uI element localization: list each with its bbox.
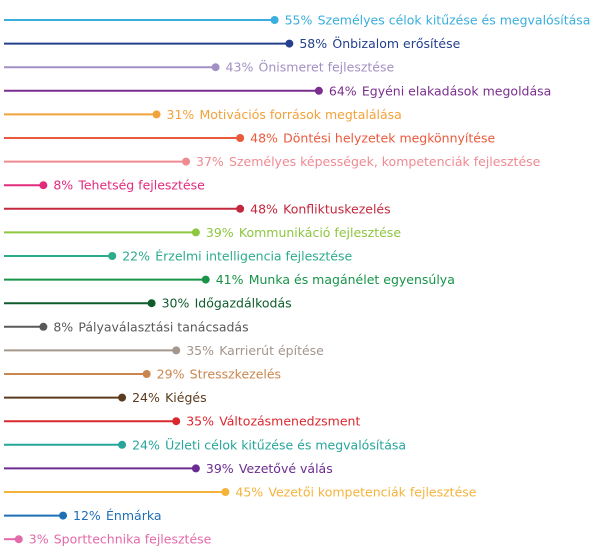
- bar-row: 48% Konfliktuskezelés: [4, 201, 391, 216]
- bar-row: 8% Pályaválasztási tanácsadás: [4, 319, 249, 334]
- bar-row: 37% Személyes képességek, kompetenciák fe…: [4, 154, 541, 169]
- bar-row: 30% Időgazdálkodás: [4, 296, 292, 311]
- category-label: Változásmenedzsment: [219, 414, 360, 429]
- value-label: 58%: [299, 36, 327, 51]
- bar-row: 48% Döntési helyzetek megkönnyítése: [4, 131, 496, 146]
- value-label: 24%: [132, 390, 160, 405]
- bar-end-dot: [201, 275, 210, 284]
- category-label: Tehetség fejlesztése: [77, 178, 205, 193]
- bar-end-dot: [152, 110, 161, 119]
- bar-end-dot: [314, 86, 323, 95]
- category-label: Egyéni elakadások megoldása: [362, 83, 551, 98]
- category-label: Énmárka: [106, 508, 161, 523]
- value-label: 12%: [73, 508, 101, 523]
- category-label: Motivációs források megtalálása: [200, 107, 402, 122]
- bar-end-dot: [221, 488, 230, 496]
- bar-row: 31% Motivációs források megtalálása: [4, 107, 402, 122]
- bar-end-dot: [236, 134, 245, 142]
- category-label: Önismeret fejlesztése: [259, 59, 395, 75]
- bar-row: 41% Munka és magánélet egyensúlya: [4, 272, 455, 287]
- bar-end-dot: [39, 181, 48, 190]
- category-label: Vezetővé válás: [239, 461, 333, 476]
- bar-end-dot: [108, 252, 117, 260]
- bar-end-dot: [182, 157, 191, 166]
- bar-end-dot: [14, 535, 23, 544]
- value-label: 48%: [250, 131, 278, 146]
- value-label: 64%: [329, 83, 357, 98]
- value-label: 39%: [206, 461, 234, 476]
- value-label: 55%: [285, 13, 313, 28]
- category-label: Személyes célok kitűzése és megvalósítás…: [318, 13, 591, 28]
- bar-row: 24% Üzleti célok kitűzése és megvalósítás…: [4, 436, 406, 452]
- bar-end-dot: [172, 346, 181, 355]
- value-label: 37%: [196, 154, 224, 169]
- value-label: 45%: [235, 485, 263, 500]
- bar-row: 29% Stresszkezelés: [4, 367, 281, 382]
- category-label: Önbizalom erősítése: [332, 35, 460, 51]
- category-label: Stresszkezelés: [190, 367, 281, 382]
- bar-end-dot: [270, 16, 279, 24]
- value-label: 35%: [186, 343, 214, 358]
- value-label: 41%: [216, 272, 244, 287]
- category-label: Munka és magánélet egyensúlya: [249, 272, 455, 287]
- value-label: 39%: [206, 225, 234, 240]
- bar-row: 8% Tehetség fejlesztése: [4, 178, 205, 193]
- category-label: Személyes képességek, kompetenciák fejle…: [229, 154, 541, 169]
- bar-row: 22% Érzelmi intelligencia fejlesztése: [4, 249, 352, 264]
- category-label: Kommunikáció fejlesztése: [239, 225, 401, 240]
- value-label: 24%: [132, 437, 160, 452]
- bar-end-dot: [59, 511, 68, 520]
- bar-end-dot: [211, 63, 220, 72]
- value-label: 31%: [167, 107, 195, 122]
- bar-end-dot: [118, 393, 127, 402]
- value-label: 22%: [122, 249, 150, 264]
- bar-end-dot: [142, 370, 151, 378]
- bar-row: 58% Önbizalom erősítése: [4, 35, 461, 51]
- value-label: 3%: [29, 532, 49, 547]
- bar-end-dot: [39, 322, 48, 331]
- bar-end-dot: [147, 299, 156, 308]
- bar-end-dot: [172, 417, 181, 426]
- category-label: Üzleti célok kitűzése és megvalósítása: [165, 436, 406, 452]
- bar-row: 24% Kiégés: [4, 390, 207, 405]
- value-label: 8%: [53, 319, 73, 334]
- value-label: 48%: [250, 201, 278, 216]
- category-label: Konfliktuskezelés: [283, 201, 390, 216]
- bar-row: 12% Énmárka: [4, 508, 162, 523]
- bar-row: 3% Sporttechnika fejlesztése: [4, 532, 212, 547]
- value-label: 8%: [53, 178, 73, 193]
- category-label: Kiégés: [165, 390, 207, 405]
- bar-end-dot: [285, 39, 294, 48]
- value-label: 30%: [162, 296, 190, 311]
- bar-row: 45% Vezetői kompetenciák fejlesztése: [4, 485, 477, 500]
- value-label: 43%: [226, 60, 254, 75]
- bar-row: 43% Önismeret fejlesztése: [4, 59, 395, 75]
- bar-row: 39% Vezetővé válás: [4, 461, 333, 476]
- category-label: Sporttechnika fejlesztése: [54, 532, 212, 547]
- bar-row: 35% Változásmenedzsment: [4, 414, 360, 429]
- bar-end-dot: [191, 228, 200, 237]
- value-label: 29%: [157, 367, 185, 382]
- value-label: 35%: [186, 414, 214, 429]
- category-label: Döntési helyzetek megkönnyítése: [283, 131, 495, 146]
- bar-end-dot: [236, 204, 245, 213]
- bar-row: 39% Kommunikáció fejlesztése: [4, 225, 401, 240]
- bar-end-dot: [118, 440, 127, 449]
- category-label: Karrierút építése: [219, 343, 324, 358]
- category-label: Vezetői kompetenciák fejlesztése: [268, 485, 476, 500]
- bar-end-dot: [191, 464, 200, 473]
- bar-row: 55% Személyes célok kitűzése és megvalósí…: [4, 13, 590, 28]
- category-label: Időgazdálkodás: [195, 296, 292, 311]
- category-label: Pályaválasztási tanácsadás: [78, 319, 248, 334]
- bar-row: 35% Karrierút építése: [4, 343, 324, 358]
- bar-row: 64% Egyéni elakadások megoldása: [4, 83, 551, 98]
- category-label: Érzelmi intelligencia fejlesztése: [155, 249, 352, 264]
